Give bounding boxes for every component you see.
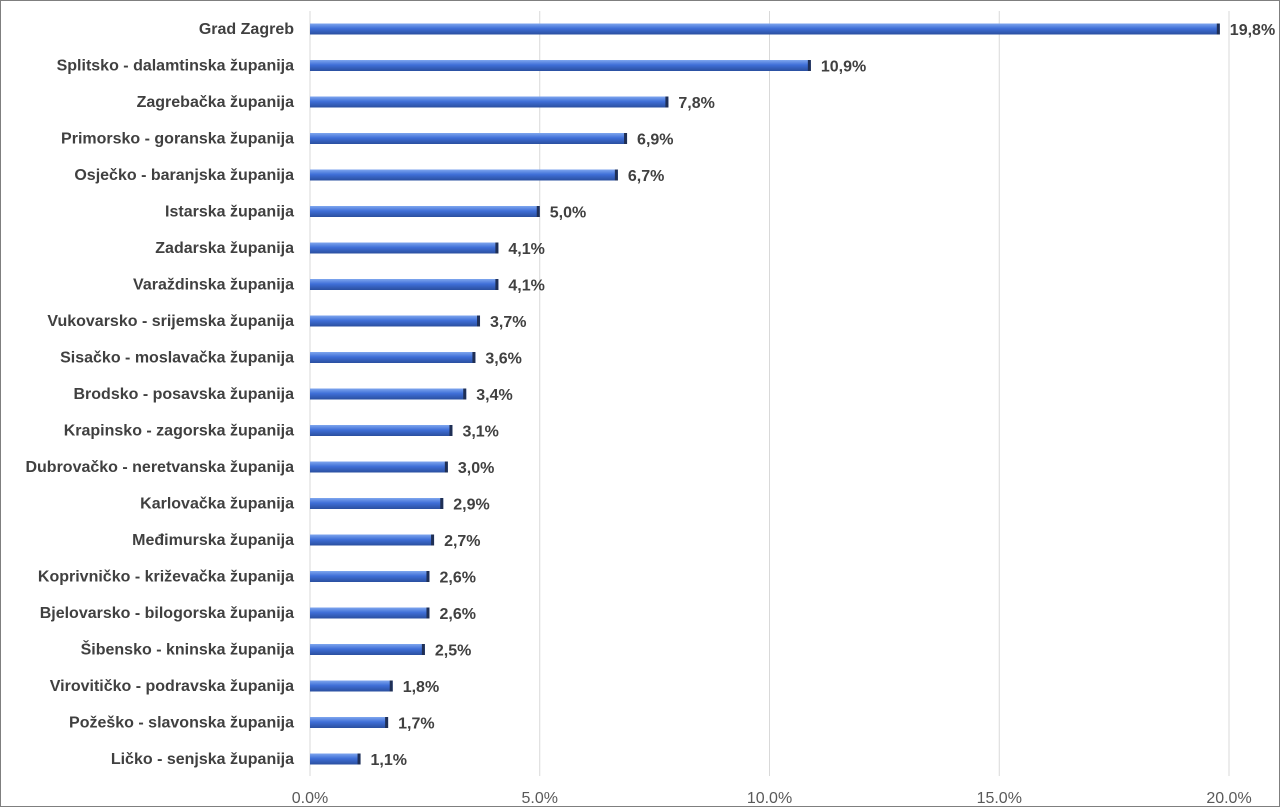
bar-4	[310, 169, 618, 181]
x-tick-label-3: 15.0%	[977, 790, 1022, 806]
bar-end-14	[431, 534, 435, 546]
x-tick-label-2: 10.0%	[747, 790, 792, 806]
value-label-4: 6,7%	[628, 168, 664, 185]
bar-19	[310, 717, 389, 728]
bar-2	[310, 96, 669, 108]
bar-1	[310, 60, 811, 71]
value-label-20: 1,1%	[371, 752, 407, 769]
value-label-11: 3,1%	[462, 424, 498, 441]
bar-10	[310, 388, 467, 400]
bar-5	[310, 206, 540, 217]
x-tick-label-4: 20.0%	[1206, 790, 1251, 806]
category-label-8: Vukovarsko - srijemska županija	[47, 313, 294, 330]
value-label-6: 4,1%	[508, 241, 544, 258]
value-label-7: 4,1%	[508, 278, 544, 295]
value-label-19: 1,7%	[398, 716, 434, 733]
bar-end-3	[624, 133, 628, 144]
x-tick-label-0: 0.0%	[292, 790, 328, 806]
bar-end-0	[1216, 23, 1220, 35]
bar-end-19	[385, 717, 389, 728]
bar-13	[310, 498, 444, 509]
category-label-20: Ličko - senjska županija	[111, 751, 294, 768]
bar-end-12	[444, 461, 448, 473]
bar-end-16	[426, 607, 430, 619]
bar-end-7	[495, 279, 499, 290]
bar-20	[310, 753, 361, 765]
category-label-9: Sisačko - moslavačka županija	[60, 350, 294, 367]
category-label-0: Grad Zagreb	[199, 21, 294, 38]
category-label-16: Bjelovarsko - bilogorska županija	[40, 605, 294, 622]
bar-3	[310, 133, 628, 144]
value-label-13: 2,9%	[453, 497, 489, 514]
bar-6	[310, 242, 499, 254]
category-label-5: Istarska županija	[165, 204, 294, 221]
bar-end-4	[614, 169, 618, 181]
bar-9	[310, 352, 476, 363]
value-label-2: 7,8%	[678, 95, 714, 112]
bar-0	[310, 23, 1220, 35]
category-label-10: Brodsko - posavska županija	[73, 386, 294, 403]
bar-8	[310, 315, 481, 327]
value-label-9: 3,6%	[485, 351, 521, 368]
bar-end-10	[463, 388, 467, 400]
category-label-11: Krapinsko - zagorska županija	[64, 423, 294, 440]
bar-end-18	[389, 680, 393, 692]
bar-end-15	[426, 571, 430, 582]
value-label-12: 3,0%	[458, 460, 494, 477]
value-label-17: 2,5%	[435, 643, 471, 660]
category-label-1: Splitsko - dalamtinska županija	[57, 58, 294, 75]
category-label-13: Karlovačka županija	[140, 496, 294, 513]
x-tick-label-1: 5.0%	[522, 790, 558, 806]
bar-end-9	[472, 352, 476, 363]
value-label-8: 3,7%	[490, 314, 526, 331]
category-labels: Grad Zagreb Splitsko - dalamtinska župani…	[25, 21, 294, 768]
bar-12	[310, 461, 448, 473]
bar-11	[310, 425, 453, 436]
category-label-6: Zadarska županija	[155, 240, 294, 257]
bar-7	[310, 279, 499, 290]
category-label-7: Varaždinska županija	[133, 277, 294, 294]
category-label-19: Požeško - slavonska županija	[69, 715, 294, 732]
value-label-14: 2,7%	[444, 533, 480, 550]
bar-15	[310, 571, 430, 582]
category-label-15: Koprivničko - križevačka županija	[38, 569, 294, 586]
bar-16	[310, 607, 430, 619]
category-label-12: Dubrovačko - neretvanska županija	[25, 459, 294, 476]
bar-end-5	[536, 206, 540, 217]
bar-end-11	[449, 425, 453, 436]
category-label-18: Virovitičko - podravska županija	[50, 678, 294, 695]
bar-18	[310, 680, 393, 692]
category-label-4: Osječko - baranjska županija	[74, 167, 294, 184]
value-label-3: 6,9%	[637, 132, 673, 149]
bar-end-13	[440, 498, 444, 509]
category-label-3: Primorsko - goranska županija	[61, 131, 294, 148]
value-label-15: 2,6%	[439, 570, 475, 587]
x-axis-tick-labels: 0.0% 5.0% 10.0% 15.0% 20.0%	[292, 790, 1252, 806]
bar-end-17	[421, 644, 425, 655]
value-label-10: 3,4%	[476, 387, 512, 404]
bar-17	[310, 644, 425, 655]
category-label-17: Šibensko - kninska županija	[81, 640, 294, 659]
bar-end-20	[357, 753, 361, 765]
bar-end-8	[477, 315, 481, 327]
value-label-16: 2,6%	[439, 606, 475, 623]
value-labels: 19,8% 10,9% 7,8% 6,9% 6,7% 5,0% 4,1% 4,1% 3,7% 3,…	[371, 22, 1276, 769]
value-label-18: 1,8%	[403, 679, 439, 696]
bar-end-6	[495, 242, 499, 254]
bars	[310, 23, 1220, 765]
bar-end-1	[807, 60, 811, 71]
value-label-1: 10,9%	[821, 59, 866, 76]
category-label-14: Međimurska županija	[132, 532, 294, 549]
category-label-2: Zagrebačka županija	[137, 94, 294, 111]
bar-end-2	[665, 96, 669, 108]
value-label-5: 5,0%	[550, 205, 586, 222]
value-label-0: 19,8%	[1230, 22, 1275, 39]
bar-14	[310, 534, 435, 546]
